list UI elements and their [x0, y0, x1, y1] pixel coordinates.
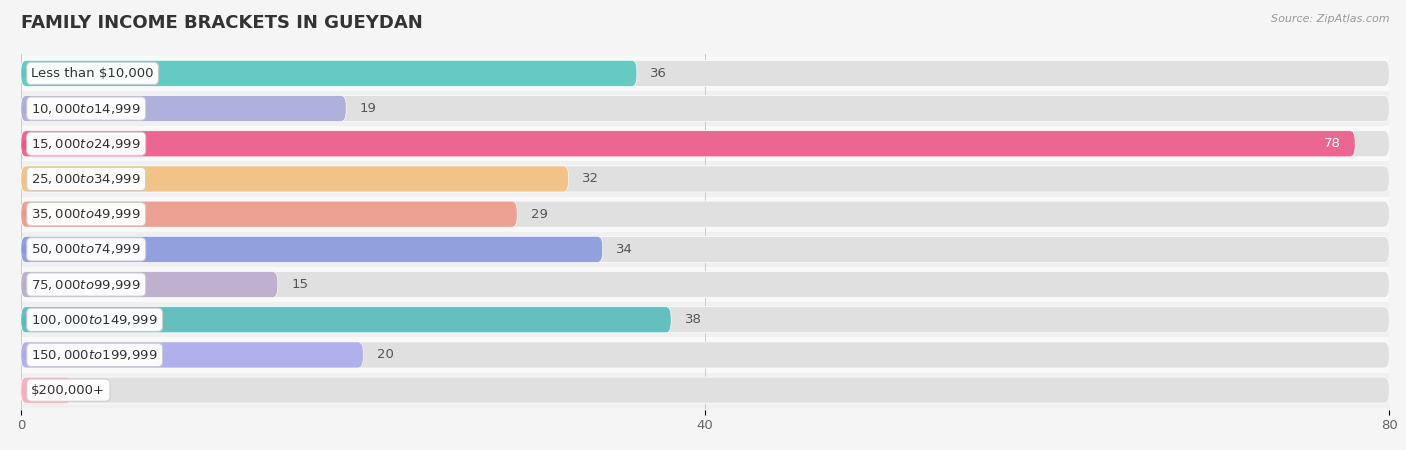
- Text: Less than $10,000: Less than $10,000: [31, 67, 153, 80]
- FancyBboxPatch shape: [21, 373, 1389, 408]
- FancyBboxPatch shape: [21, 166, 1389, 192]
- FancyBboxPatch shape: [21, 236, 603, 262]
- FancyBboxPatch shape: [21, 201, 517, 227]
- Text: 32: 32: [582, 172, 599, 185]
- FancyBboxPatch shape: [21, 131, 1389, 157]
- Text: $10,000 to $14,999: $10,000 to $14,999: [31, 102, 141, 116]
- Text: 78: 78: [1324, 137, 1341, 150]
- Text: $25,000 to $34,999: $25,000 to $34,999: [31, 172, 141, 186]
- FancyBboxPatch shape: [21, 377, 1389, 403]
- Text: 20: 20: [377, 348, 394, 361]
- FancyBboxPatch shape: [21, 338, 1389, 373]
- Text: 38: 38: [685, 313, 702, 326]
- FancyBboxPatch shape: [21, 95, 1389, 122]
- FancyBboxPatch shape: [21, 267, 1389, 302]
- FancyBboxPatch shape: [21, 131, 1355, 157]
- FancyBboxPatch shape: [21, 201, 1389, 227]
- FancyBboxPatch shape: [21, 271, 1389, 297]
- Text: 3: 3: [86, 384, 94, 396]
- Text: 19: 19: [360, 102, 377, 115]
- FancyBboxPatch shape: [21, 162, 1389, 197]
- FancyBboxPatch shape: [21, 56, 1389, 91]
- Text: $75,000 to $99,999: $75,000 to $99,999: [31, 278, 141, 292]
- FancyBboxPatch shape: [21, 95, 346, 122]
- FancyBboxPatch shape: [21, 91, 1389, 126]
- Text: FAMILY INCOME BRACKETS IN GUEYDAN: FAMILY INCOME BRACKETS IN GUEYDAN: [21, 14, 423, 32]
- Text: 36: 36: [651, 67, 668, 80]
- FancyBboxPatch shape: [21, 197, 1389, 232]
- Text: $200,000+: $200,000+: [31, 384, 105, 396]
- FancyBboxPatch shape: [21, 60, 637, 86]
- FancyBboxPatch shape: [21, 166, 568, 192]
- Text: 15: 15: [291, 278, 308, 291]
- FancyBboxPatch shape: [21, 302, 1389, 338]
- Text: $15,000 to $24,999: $15,000 to $24,999: [31, 137, 141, 151]
- Text: $100,000 to $149,999: $100,000 to $149,999: [31, 313, 157, 327]
- Text: 34: 34: [616, 243, 633, 256]
- FancyBboxPatch shape: [21, 232, 1389, 267]
- FancyBboxPatch shape: [21, 236, 1389, 262]
- FancyBboxPatch shape: [21, 126, 1389, 162]
- Text: 29: 29: [530, 207, 547, 220]
- FancyBboxPatch shape: [21, 307, 1389, 333]
- Text: Source: ZipAtlas.com: Source: ZipAtlas.com: [1271, 14, 1389, 23]
- Text: $35,000 to $49,999: $35,000 to $49,999: [31, 207, 141, 221]
- Text: $50,000 to $74,999: $50,000 to $74,999: [31, 243, 141, 256]
- FancyBboxPatch shape: [21, 271, 278, 297]
- FancyBboxPatch shape: [21, 377, 73, 403]
- FancyBboxPatch shape: [21, 307, 671, 333]
- FancyBboxPatch shape: [21, 342, 363, 368]
- Text: $150,000 to $199,999: $150,000 to $199,999: [31, 348, 157, 362]
- FancyBboxPatch shape: [21, 60, 1389, 86]
- FancyBboxPatch shape: [21, 342, 1389, 368]
